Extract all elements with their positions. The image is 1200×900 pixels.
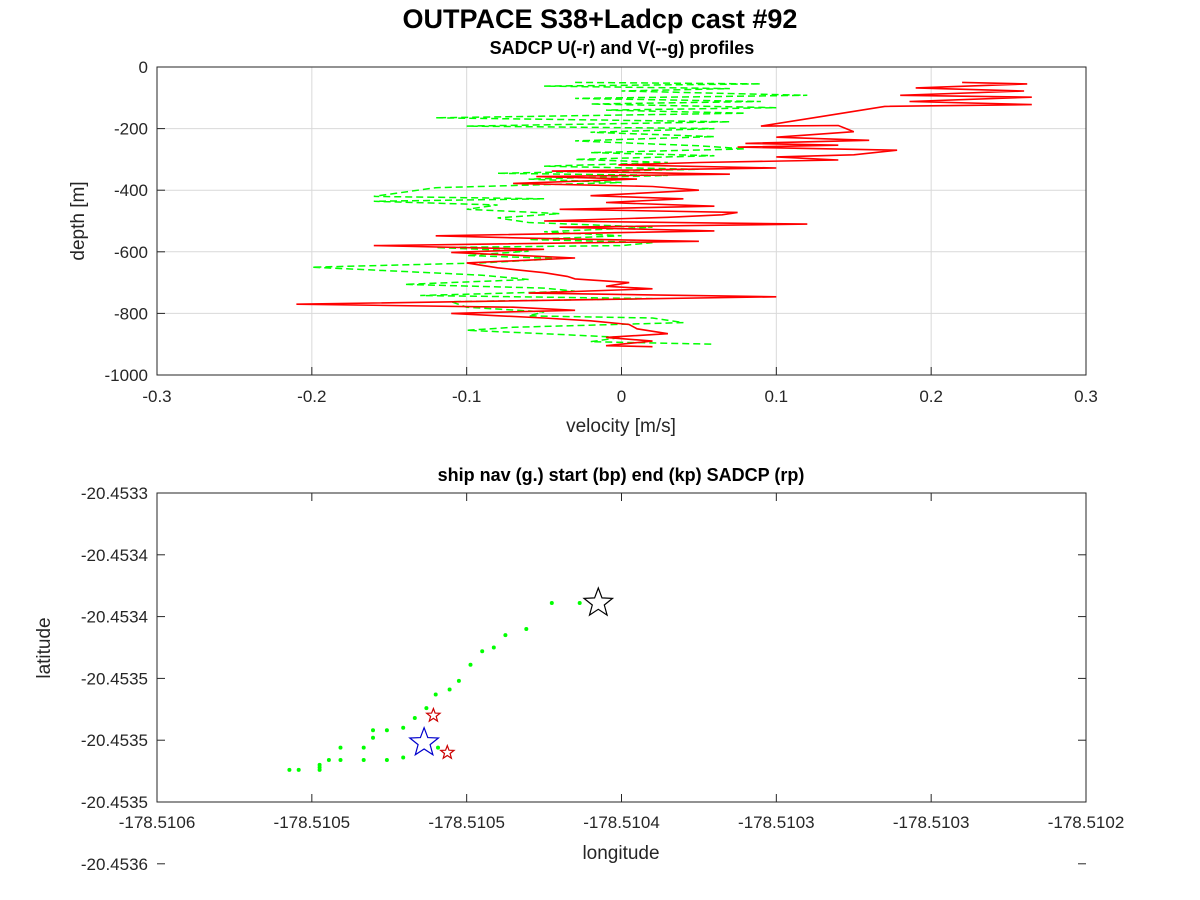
ship-nav-point (549, 601, 554, 605)
ship-nav-point (401, 725, 406, 730)
ship-nav-point (287, 767, 292, 772)
ship-nav-point (401, 755, 406, 760)
plot1-xtick-label: 0.2 (919, 387, 943, 406)
plot1-ticks: -0.3 -0.2 -0.1 0 0.1 0.2 0.3 0 -200 -400 -600 -800 -… (105, 58, 1098, 406)
plot2-ticks: -178.5106 -178.5105 -178.5105 -178.5104 -178… (81, 484, 1124, 874)
plot2-frame (156, 492, 1087, 803)
ship-nav-point (338, 758, 343, 762)
ship-nav-plot: ship nav (g.) start (bp) end (kp) SADCP … (34, 465, 1124, 874)
plot2-ytick-label: -20.4535 (81, 793, 148, 812)
plot1-xtick-label: -0.2 (297, 387, 326, 406)
plot1-ytick-label: -200 (114, 120, 148, 139)
plot1-ytick-label: -600 (114, 243, 148, 262)
figure-title: OUTPACE S38+Ladcp cast #92 (403, 4, 798, 34)
ship-nav-point (480, 649, 485, 654)
ship-nav-point (524, 627, 529, 631)
plot2-ytick-label: -20.4535 (81, 731, 148, 750)
plot1-ytick-label: -800 (114, 304, 148, 323)
v-profile-line (311, 81, 808, 345)
plot2-points (287, 586, 615, 772)
velocity-profile-plot: SADCP U(-r) and V(--g) profiles -0.3 -0.2… (68, 38, 1098, 437)
ship-nav-point (361, 745, 366, 750)
ship-nav-point (296, 767, 301, 772)
plot1-ytick-label: 0 (139, 58, 148, 77)
ship-nav-point (503, 633, 508, 638)
sadcp-marker (439, 743, 456, 760)
plot1-xtick-label: 0.1 (765, 387, 789, 406)
ship-nav-point (412, 716, 417, 720)
plot1-xlabel: velocity [m/s] (566, 416, 676, 437)
plot1-title: SADCP U(-r) and V(--g) profiles (490, 38, 755, 58)
plot1-ytick-label: -1000 (105, 366, 148, 385)
plot1-ylabel: depth [m] (68, 181, 89, 260)
plot2-ytick-label: -20.4535 (81, 669, 148, 688)
plot2-xtick-label: -178.5105 (428, 813, 505, 832)
plot2-title: ship nav (g.) start (bp) end (kp) SADCP … (438, 465, 805, 485)
ship-nav-point (361, 758, 366, 762)
plot1-ytick-label: -400 (114, 181, 148, 200)
plot2-ytick-label: -20.4534 (81, 608, 148, 627)
start-marker (408, 725, 441, 757)
ship-nav-point (371, 735, 375, 740)
ship-nav-point (433, 692, 438, 697)
ship-nav-point (491, 645, 496, 650)
ship-nav-point (468, 662, 473, 667)
ship-nav-point (338, 745, 343, 750)
plot2-xtick-label: -178.5106 (119, 813, 196, 832)
ship-nav-point (384, 758, 389, 762)
plot2-xtick-label: -178.5102 (1048, 813, 1125, 832)
plot2-xtick-label: -178.5104 (583, 813, 660, 832)
ship-nav-point (456, 678, 461, 683)
plot2-ytick-label: -20.4533 (81, 484, 148, 503)
ship-nav-point (447, 687, 452, 692)
plot1-xtick-label: 0.3 (1074, 387, 1098, 406)
sadcp-marker (425, 706, 442, 723)
plot2-xtick-label: -178.5103 (893, 813, 970, 832)
plot1-series (296, 81, 1032, 348)
end-marker (582, 586, 615, 617)
ship-nav-point (371, 728, 375, 733)
plot2-xtick-label: -178.5103 (738, 813, 815, 832)
ship-nav-point (424, 706, 429, 711)
ship-nav-point (384, 728, 389, 733)
ship-nav-point (577, 601, 582, 605)
plot2-ytick-label: -20.4534 (81, 546, 148, 565)
u-profile-line (296, 81, 1032, 348)
plot1-xtick-label: -0.1 (452, 387, 481, 406)
ship-nav-point (326, 758, 331, 762)
ship-nav-point (436, 745, 440, 750)
plot1-xtick-label: 0 (617, 387, 626, 406)
plot2-xtick-label: -178.5105 (274, 813, 351, 832)
plot2-ytick-label: -20.4536 (81, 855, 148, 874)
ship-nav-point (317, 762, 322, 767)
plot1-grid (156, 66, 1087, 376)
plot2-ylabel: latitude (34, 617, 55, 678)
plot1-xtick-label: -0.3 (142, 387, 171, 406)
plot2-xlabel: longitude (582, 843, 659, 864)
